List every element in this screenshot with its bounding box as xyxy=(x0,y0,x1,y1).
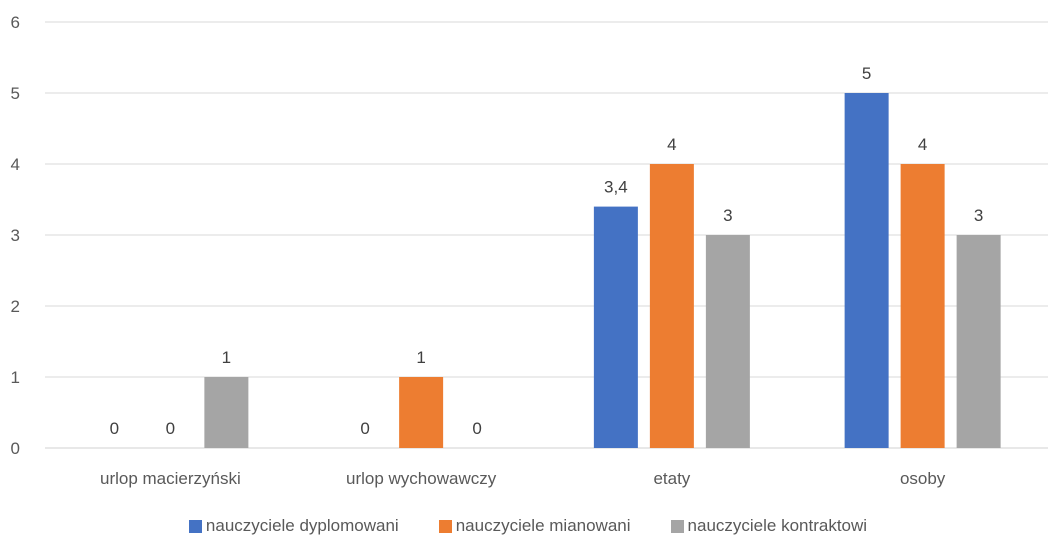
y-tick-label: 2 xyxy=(11,297,20,316)
data-label: 3 xyxy=(723,206,732,225)
legend-item-mianowani: nauczyciele mianowani xyxy=(438,516,631,536)
y-tick-label: 4 xyxy=(11,155,20,174)
bar xyxy=(705,235,750,448)
legend-label: nauczyciele kontraktowi xyxy=(687,516,868,535)
data-label: 0 xyxy=(110,419,119,438)
chart-legend: nauczyciele dyplomowani nauczyciele mian… xyxy=(0,512,1056,540)
bar xyxy=(399,377,444,448)
bar xyxy=(956,235,1001,448)
category-label: urlop macierzyński xyxy=(100,469,241,488)
bar xyxy=(649,164,694,448)
data-label: 1 xyxy=(222,348,231,367)
y-tick-label: 0 xyxy=(11,439,20,458)
bar xyxy=(844,93,889,448)
legend-item-dyplomowani: nauczyciele dyplomowani xyxy=(188,516,399,536)
data-label: 0 xyxy=(166,419,175,438)
data-label: 3,4 xyxy=(604,178,628,197)
data-label: 3 xyxy=(974,206,983,225)
legend-item-kontraktowi: nauczyciele kontraktowi xyxy=(670,516,868,536)
legend-swatch-kontraktowi xyxy=(670,519,684,533)
legend-label: nauczyciele mianowani xyxy=(455,516,631,535)
legend-swatch-dyplomowani xyxy=(188,519,202,533)
y-tick-label: 5 xyxy=(11,84,20,103)
data-label: 0 xyxy=(472,419,481,438)
data-label: 1 xyxy=(416,348,425,367)
bar xyxy=(204,377,249,448)
category-label: etaty xyxy=(653,469,690,488)
y-tick-label: 3 xyxy=(11,226,20,245)
y-tick-label: 6 xyxy=(11,13,20,32)
category-label: osoby xyxy=(900,469,946,488)
y-tick-label: 1 xyxy=(11,368,20,387)
bar xyxy=(593,206,638,448)
bar xyxy=(900,164,945,448)
legend-swatch-mianowani xyxy=(438,519,452,533)
data-label: 4 xyxy=(667,135,676,154)
category-label: urlop wychowawczy xyxy=(346,469,497,488)
legend-label: nauczyciele dyplomowani xyxy=(205,516,399,535)
data-label: 0 xyxy=(360,419,369,438)
data-label: 4 xyxy=(918,135,927,154)
bar-chart: 0 1 2 3 4 5 6 0 0 1 urlop macierzyński 0 1 0 urlop wyc… xyxy=(11,13,1048,488)
data-label: 5 xyxy=(862,64,871,83)
